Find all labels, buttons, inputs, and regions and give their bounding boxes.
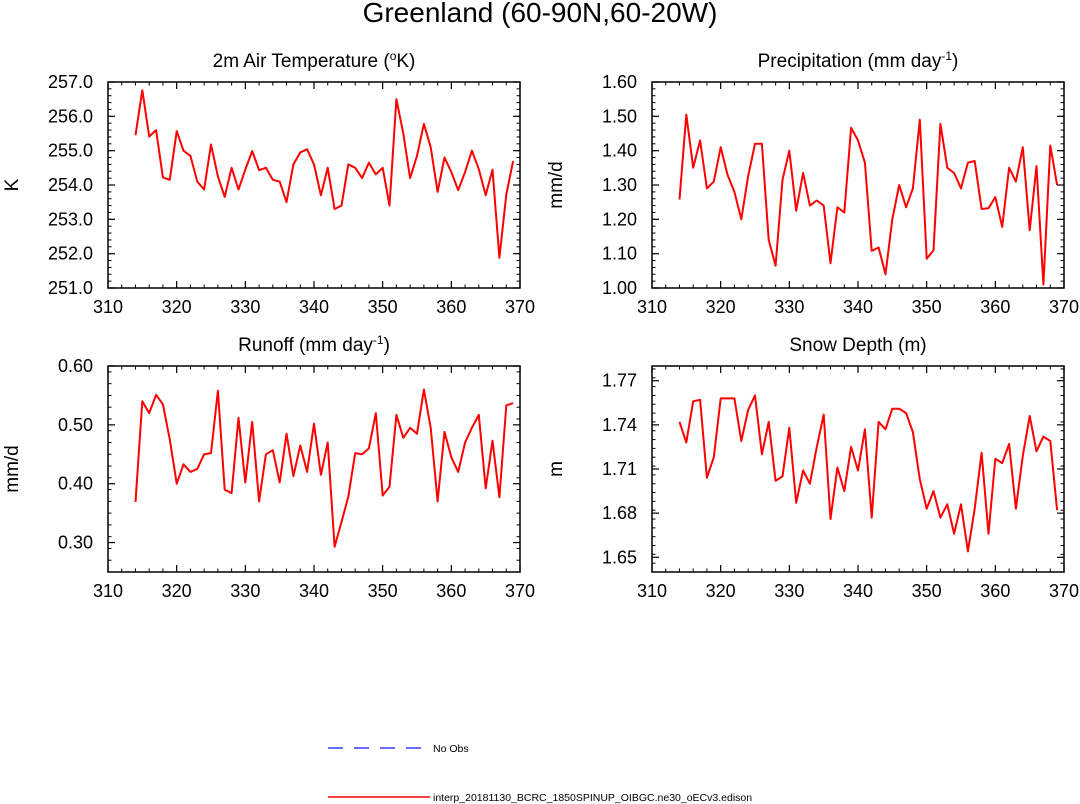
panel-title-superscript: -1 <box>941 49 952 63</box>
x-tick-label: 360 <box>980 581 1010 601</box>
x-tick-label: 370 <box>1049 297 1079 317</box>
x-tick-label: 330 <box>230 297 260 317</box>
y-tick-label: 1.68 <box>602 503 637 523</box>
y-tick-label: 0.40 <box>58 474 93 494</box>
panel-title-text: Runoff (mm day <box>238 335 373 356</box>
y-tick-label: 1.71 <box>602 459 637 479</box>
x-tick-label: 320 <box>706 581 736 601</box>
y-tick-label: 255.0 <box>48 141 93 161</box>
plot-frame <box>107 81 521 289</box>
y-tick-label: 251.0 <box>48 278 93 298</box>
x-tick-label: 350 <box>368 297 398 317</box>
x-tick-label: 330 <box>774 581 804 601</box>
panel-title-tail: ) <box>384 335 390 356</box>
x-tick-label: 370 <box>505 297 535 317</box>
series-line-model <box>678 113 1059 286</box>
x-tick-label: 360 <box>436 297 466 317</box>
panel-air-temperature: 2m Air Temperature (oK) K 310 320 330 340 350 3… <box>2 49 535 317</box>
x-tick-label: 360 <box>980 297 1010 317</box>
x-tick-label: 340 <box>299 581 329 601</box>
x-tick-label: 350 <box>912 297 942 317</box>
panel-title-text: 2m Air Temperature ( <box>213 51 391 72</box>
x-tick-label: 330 <box>774 297 804 317</box>
y-tick-label: 1.65 <box>602 547 637 567</box>
panel-precipitation: Precipitation (mm day-1) mm/d 310 320 330 340… <box>546 49 1079 317</box>
x-tick-label: 340 <box>299 297 329 317</box>
panel-title: 2m Air Temperature (oK) <box>213 49 416 72</box>
x-tick-label: 330 <box>230 581 260 601</box>
x-tick-label: 360 <box>436 581 466 601</box>
panel-title-superscript: -1 <box>373 333 384 347</box>
y-tick-label: 1.30 <box>602 175 637 195</box>
x-tick-label: 370 <box>1049 581 1079 601</box>
y-tick-label: 1.40 <box>602 141 637 161</box>
y-tick-label: 1.00 <box>602 278 637 298</box>
y-tick-label: 1.74 <box>602 415 637 435</box>
x-tick-label: 370 <box>505 581 535 601</box>
y-tick-label: 254.0 <box>48 175 93 195</box>
y-tick-label: 1.60 <box>602 72 637 92</box>
series-line-model <box>678 394 1059 553</box>
panel-title: Precipitation (mm day-1) <box>758 49 959 72</box>
legend: No Obs interp_20181130_BCRC_1850SPINUP_O… <box>328 743 752 804</box>
y-tick-label: 1.50 <box>602 106 637 126</box>
y-tick-label: 0.60 <box>58 356 93 376</box>
y-tick-label: 1.77 <box>602 371 637 391</box>
y-axis-label: mm/d <box>546 161 567 209</box>
panel-title: Runoff (mm day-1) <box>238 333 390 356</box>
legend-label-no-obs: No Obs <box>433 743 469 755</box>
x-tick-label: 340 <box>843 581 873 601</box>
panel-title-superscript: o <box>390 49 397 63</box>
y-tick-label: 0.30 <box>58 533 93 553</box>
y-tick-label: 257.0 <box>48 72 93 92</box>
plot-frame <box>651 81 1065 289</box>
x-tick-label: 310 <box>93 581 123 601</box>
panel-title-text: Snow Depth (m) <box>789 335 926 356</box>
y-tick-label: 0.50 <box>58 415 93 435</box>
y-axis-label: m <box>546 461 567 477</box>
panel-snow-depth: Snow Depth (m) m 310 320 330 340 350 360 370 1.65… <box>546 335 1079 601</box>
panel-title-text: Precipitation (mm day <box>758 51 942 72</box>
panel-title-tail: K) <box>396 51 415 72</box>
x-tick-label: 310 <box>93 297 123 317</box>
x-tick-label: 320 <box>162 297 192 317</box>
series-line-model <box>134 89 515 259</box>
x-tick-label: 320 <box>706 297 736 317</box>
x-tick-label: 340 <box>843 297 873 317</box>
x-tick-label: 310 <box>637 297 667 317</box>
y-tick-label: 252.0 <box>48 244 93 264</box>
legend-label-model: interp_20181130_BCRC_1850SPINUP_OIBGC.ne… <box>433 792 752 804</box>
panel-runoff: Runoff (mm day-1) mm/d 310 320 330 340 350 360 3… <box>2 333 535 601</box>
y-tick-label: 256.0 <box>48 106 93 126</box>
series-line-model <box>134 388 514 548</box>
figure-title: Greenland (60-90N,60-20W) <box>363 0 718 28</box>
x-tick-label: 310 <box>637 581 667 601</box>
y-tick-label: 1.10 <box>602 244 637 264</box>
panel-title-tail: ) <box>952 51 958 72</box>
panel-title: Snow Depth (m) <box>789 335 926 356</box>
y-axis-label: mm/d <box>2 445 23 493</box>
x-tick-label: 350 <box>368 581 398 601</box>
x-tick-label: 350 <box>912 581 942 601</box>
y-tick-label: 1.20 <box>602 209 637 229</box>
y-axis-label: K <box>2 178 23 191</box>
y-tick-label: 253.0 <box>48 209 93 229</box>
x-tick-label: 320 <box>162 581 192 601</box>
